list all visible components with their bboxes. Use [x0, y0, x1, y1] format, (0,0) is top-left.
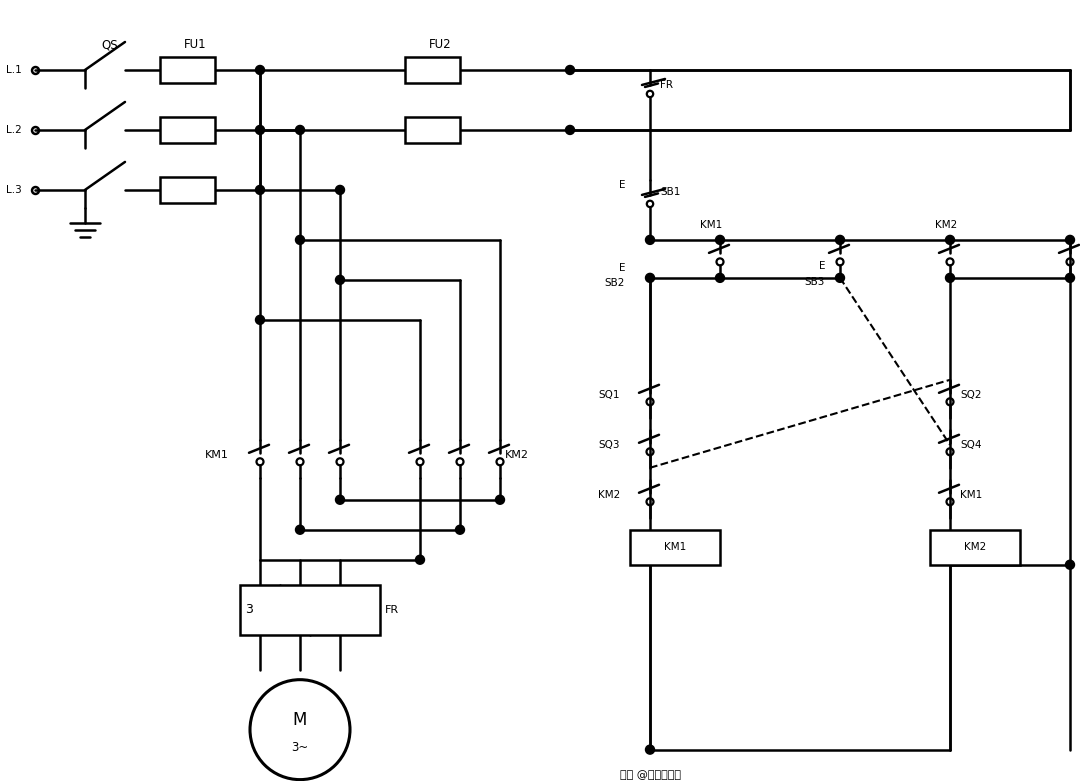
- Text: SQ2: SQ2: [960, 390, 982, 400]
- Text: KM1: KM1: [700, 220, 723, 230]
- Circle shape: [836, 273, 845, 283]
- Circle shape: [296, 235, 305, 244]
- Text: 3~: 3~: [292, 741, 309, 754]
- Text: L.3: L.3: [6, 185, 22, 195]
- Circle shape: [646, 235, 654, 244]
- Bar: [160, 57, 215, 83]
- Circle shape: [456, 526, 464, 534]
- Circle shape: [336, 495, 345, 505]
- Text: 知乎 @电力观察官: 知乎 @电力观察官: [620, 769, 681, 779]
- Text: E: E: [619, 263, 625, 273]
- Circle shape: [256, 316, 265, 324]
- Text: L.2: L.2: [6, 125, 22, 135]
- Circle shape: [566, 66, 575, 74]
- Text: E: E: [819, 261, 825, 271]
- Text: FR: FR: [660, 80, 673, 90]
- Circle shape: [715, 273, 725, 283]
- Text: SB2: SB2: [605, 278, 625, 288]
- Text: 3: 3: [245, 603, 253, 616]
- Circle shape: [256, 185, 265, 194]
- Circle shape: [836, 235, 845, 244]
- Bar: [240, 585, 380, 635]
- Text: KM2: KM2: [597, 490, 620, 500]
- Text: L.1: L.1: [6, 65, 22, 75]
- Text: E: E: [619, 180, 625, 190]
- Bar: [930, 530, 1020, 565]
- Text: KM2: KM2: [505, 450, 529, 460]
- Text: FU2: FU2: [429, 38, 451, 52]
- Bar: [405, 57, 460, 83]
- Circle shape: [296, 126, 305, 134]
- Circle shape: [945, 273, 955, 283]
- Circle shape: [1066, 273, 1075, 283]
- Circle shape: [496, 495, 504, 505]
- Circle shape: [1066, 235, 1075, 244]
- Bar: [160, 177, 215, 203]
- Circle shape: [296, 526, 305, 534]
- Text: KM1: KM1: [960, 490, 982, 500]
- Circle shape: [416, 555, 424, 564]
- Text: FR: FR: [384, 604, 400, 615]
- Circle shape: [945, 235, 955, 244]
- Circle shape: [256, 66, 265, 74]
- Text: SQ3: SQ3: [598, 440, 620, 450]
- Circle shape: [1066, 560, 1075, 569]
- Text: SQ1: SQ1: [598, 390, 620, 400]
- Bar: [405, 117, 460, 143]
- Circle shape: [336, 185, 345, 194]
- Text: SQ4: SQ4: [960, 440, 982, 450]
- Bar: [630, 530, 720, 565]
- Circle shape: [646, 273, 654, 283]
- Text: KM1: KM1: [205, 450, 229, 460]
- Circle shape: [256, 126, 265, 134]
- Text: FU1: FU1: [184, 38, 206, 52]
- Text: KM2: KM2: [935, 220, 957, 230]
- Text: QS: QS: [102, 38, 119, 52]
- Text: SB3: SB3: [805, 276, 825, 287]
- Text: SB1: SB1: [660, 187, 680, 197]
- Circle shape: [715, 235, 725, 244]
- Text: M: M: [293, 711, 307, 729]
- Circle shape: [566, 126, 575, 134]
- Circle shape: [336, 276, 345, 284]
- Text: KM2: KM2: [963, 542, 986, 552]
- Text: KM1: KM1: [664, 542, 686, 552]
- Bar: [160, 117, 215, 143]
- Circle shape: [646, 745, 654, 754]
